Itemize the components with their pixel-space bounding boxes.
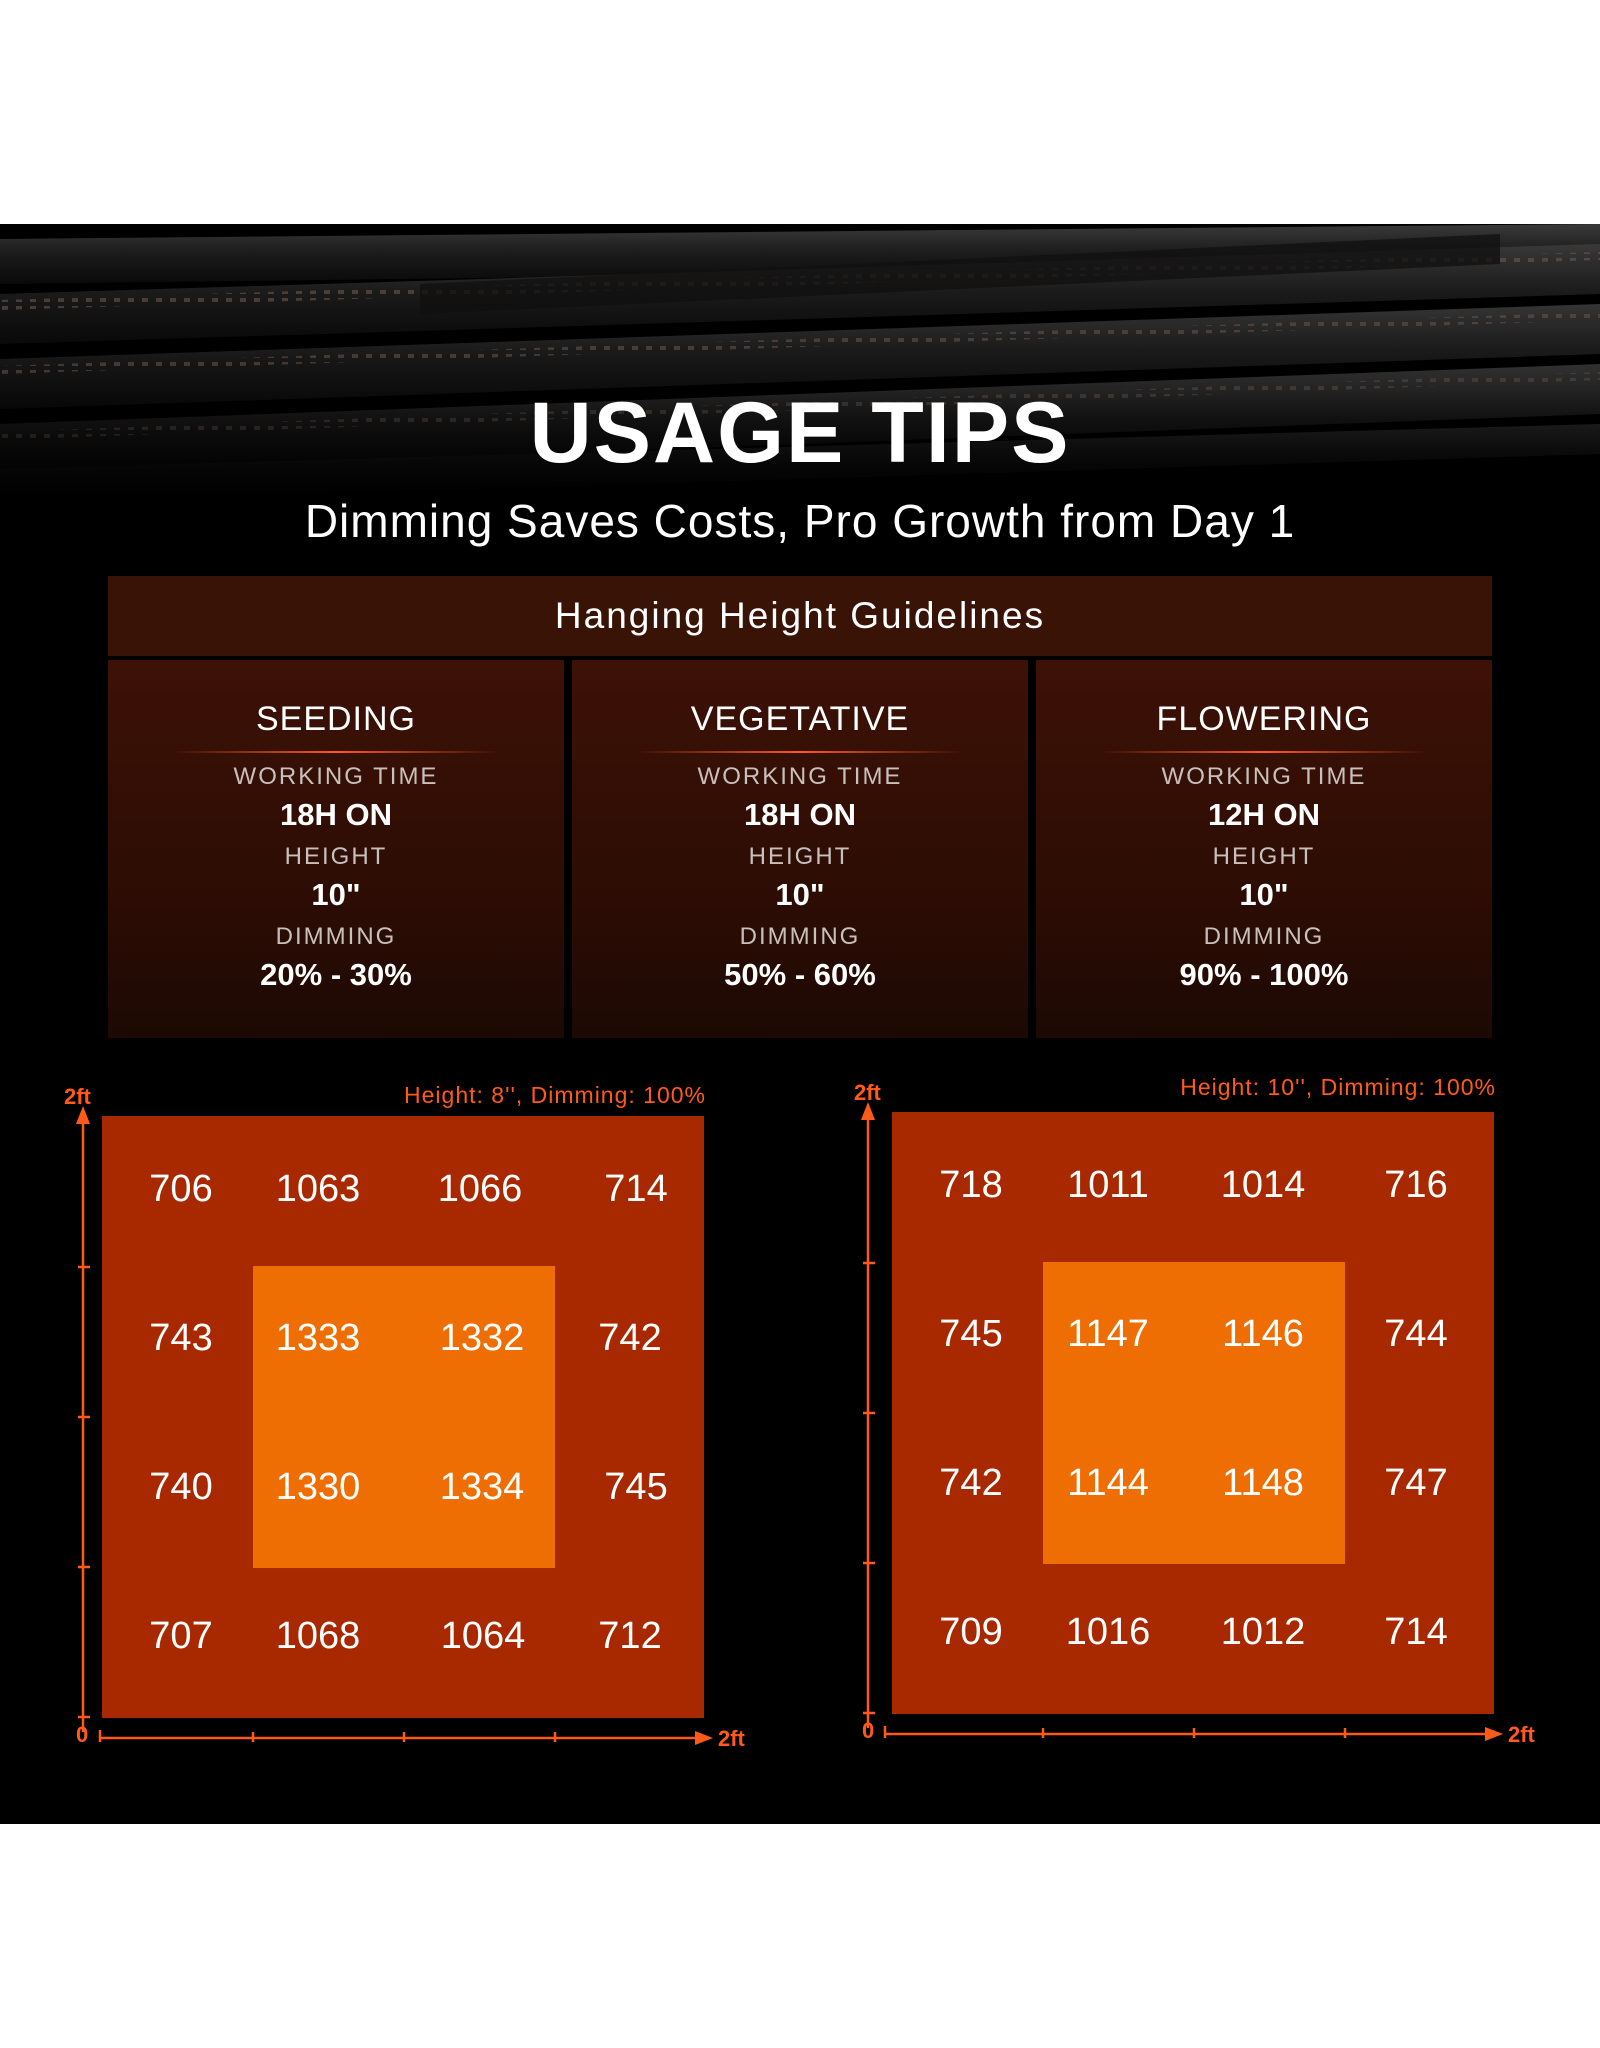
dimming-label: DIMMING: [1203, 923, 1325, 950]
y-axis-max-label: 2ft: [64, 1084, 91, 1109]
height-label: HEIGHT: [748, 843, 852, 870]
ppfd-map-10in: Height: 10'', Dimming: 100% 718 1011 101…: [790, 224, 1600, 1824]
x-axis-max-label: 2ft: [718, 1726, 745, 1751]
inner-zone: [1043, 1262, 1345, 1564]
ppfd-map-8in: Height: 8'', Dimming: 100% 706 1063 1066…: [0, 224, 800, 1824]
stage-card-vegetative: VEGETATIVE WORKING TIME 18H ON HEIGHT 10…: [572, 660, 1028, 1038]
dimming-value: 20% - 30%: [260, 957, 412, 992]
working-time-value: 18H ON: [280, 797, 392, 832]
ppfd-value: 1064: [440, 1615, 526, 1657]
ppfd-value: 744: [1384, 1313, 1448, 1355]
ppfd-value: 745: [604, 1466, 668, 1508]
working-time-value: 12H ON: [1208, 797, 1320, 832]
ppfd-value: 1063: [275, 1168, 361, 1210]
ppfd-value: 712: [598, 1615, 662, 1657]
usage-tips-panel: USAGE TIPS Dimming Saves Costs, Pro Grow…: [0, 224, 1600, 1824]
ppfd-value: 1068: [275, 1615, 361, 1657]
map-axes: [861, 1102, 1503, 1741]
page-title: USAGE TIPS: [529, 385, 1071, 481]
ppfd-value: 1334: [439, 1466, 525, 1508]
ppfd-value: 1066: [437, 1168, 523, 1210]
ppfd-value: 714: [1384, 1611, 1448, 1653]
stage-name: SEEDING: [255, 700, 417, 738]
ppfd-value: 706: [149, 1168, 213, 1210]
stage-divider: [1099, 751, 1429, 753]
ppfd-value: 1330: [275, 1466, 361, 1508]
dimming-label: DIMMING: [275, 923, 397, 950]
x-axis-max-label: 2ft: [1508, 1722, 1535, 1747]
height-value: 10": [775, 877, 825, 912]
working-time-label: WORKING TIME: [1161, 763, 1367, 790]
height-label: HEIGHT: [1212, 843, 1316, 870]
y-axis-max-label: 2ft: [854, 1080, 881, 1105]
dimming-value: 90% - 100%: [1179, 957, 1349, 992]
stage-divider: [171, 751, 501, 753]
page-subtitle: Dimming Saves Costs, Pro Growth from Day…: [304, 495, 1296, 547]
origin-label: 0: [76, 1722, 89, 1747]
ppfd-value: 1148: [1222, 1462, 1304, 1504]
ppfd-value: 707: [149, 1615, 213, 1657]
ppfd-value: 709: [939, 1611, 1003, 1653]
ppfd-value: 1011: [1067, 1164, 1149, 1206]
ppfd-value: 743: [149, 1317, 213, 1359]
working-time-value: 18H ON: [744, 797, 856, 832]
ppfd-value: 714: [604, 1168, 668, 1210]
stage-name: FLOWERING: [1156, 700, 1372, 738]
ppfd-value: 1012: [1220, 1611, 1306, 1653]
height-value: 10": [311, 877, 361, 912]
ppfd-value: 745: [939, 1313, 1003, 1355]
ppfd-value: 1146: [1222, 1313, 1304, 1355]
stage-card-flowering: FLOWERING WORKING TIME 12H ON HEIGHT 10"…: [1036, 660, 1492, 1038]
stage-card-seeding: SEEDING WORKING TIME 18H ON HEIGHT 10" D…: [108, 660, 564, 1038]
ppfd-value: 747: [1384, 1462, 1448, 1504]
height-label: HEIGHT: [284, 843, 388, 870]
ppfd-value: 1332: [439, 1317, 525, 1359]
working-time-label: WORKING TIME: [697, 763, 903, 790]
ppfd-value: 1014: [1220, 1164, 1306, 1206]
ppfd-value: 716: [1384, 1164, 1448, 1206]
guidelines-header: Hanging Height Guidelines: [108, 576, 1492, 656]
origin-label: 0: [862, 1718, 875, 1743]
height-value: 10": [1239, 877, 1289, 912]
dimming-label: DIMMING: [739, 923, 861, 950]
map-axes: [76, 1106, 713, 1745]
dimming-value: 50% - 60%: [724, 957, 876, 992]
ppfd-value: 740: [149, 1466, 213, 1508]
ppfd-value: 1147: [1067, 1313, 1149, 1355]
ppfd-value: 718: [939, 1164, 1003, 1206]
map-condition-label: Height: 10'', Dimming: 100%: [1180, 1074, 1496, 1100]
working-time-label: WORKING TIME: [233, 763, 439, 790]
ppfd-value: 1333: [275, 1317, 361, 1359]
ppfd-value: 1144: [1067, 1462, 1149, 1504]
grow-light-bars-background: [0, 224, 1600, 504]
ppfd-value: 742: [939, 1462, 1003, 1504]
inner-zone: [253, 1266, 555, 1568]
stage-name: VEGETATIVE: [690, 700, 910, 738]
map-condition-label: Height: 8'', Dimming: 100%: [404, 1082, 706, 1108]
ppfd-value: 1016: [1065, 1611, 1151, 1653]
ppfd-value: 742: [598, 1317, 662, 1359]
stage-divider: [635, 751, 965, 753]
